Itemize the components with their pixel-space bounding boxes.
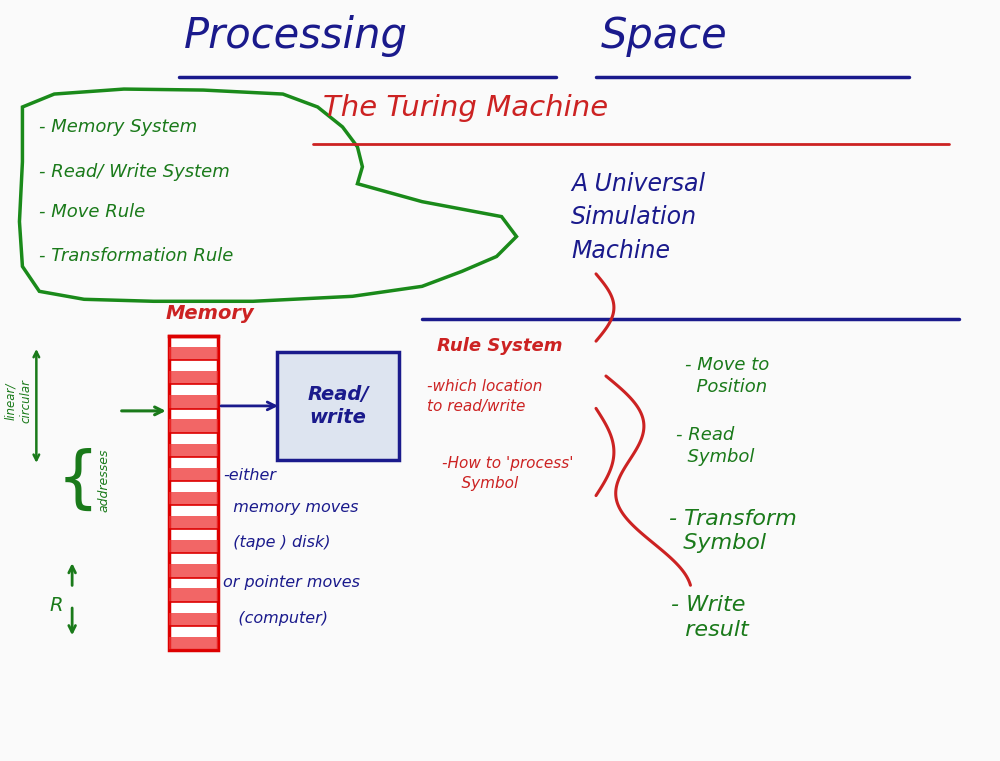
Bar: [169, 419, 218, 433]
Text: Rule System: Rule System: [437, 337, 562, 355]
Text: or pointer moves: or pointer moves: [223, 575, 360, 590]
Text: A Universal
Simulation
Machine: A Universal Simulation Machine: [571, 172, 705, 263]
Bar: [169, 395, 218, 409]
Text: - Read/ Write System: - Read/ Write System: [39, 163, 230, 181]
Text: (computer): (computer): [223, 610, 328, 626]
Bar: [169, 516, 218, 530]
Text: linear/
circular: linear/ circular: [4, 379, 32, 423]
Text: - Transform
  Symbol: - Transform Symbol: [669, 508, 796, 553]
Text: - Read
  Symbol: - Read Symbol: [676, 426, 754, 466]
Bar: [169, 565, 218, 578]
Text: Memory: Memory: [166, 304, 254, 323]
Text: -either: -either: [223, 468, 276, 483]
Bar: [169, 637, 218, 650]
Bar: [169, 347, 218, 360]
Text: - Move Rule: - Move Rule: [39, 202, 146, 221]
Text: memory moves: memory moves: [223, 500, 359, 515]
Bar: [169, 588, 218, 602]
Text: - Memory System: - Memory System: [39, 118, 197, 136]
Text: Read/
write: Read/ write: [307, 385, 369, 427]
Text: $\{$: $\{$: [56, 447, 92, 514]
FancyBboxPatch shape: [277, 352, 399, 460]
Bar: [169, 371, 218, 384]
Bar: [169, 492, 218, 505]
Text: Space: Space: [601, 15, 728, 57]
Text: - Write
  result: - Write result: [671, 595, 748, 640]
FancyBboxPatch shape: [169, 336, 218, 650]
Text: - Move to
  Position: - Move to Position: [685, 356, 770, 396]
Bar: [169, 468, 218, 481]
Text: - Transformation Rule: - Transformation Rule: [39, 247, 234, 266]
Text: -which location
to read/write: -which location to read/write: [427, 379, 542, 414]
Bar: [169, 444, 218, 457]
Text: -How to 'process'
    Symbol: -How to 'process' Symbol: [442, 456, 573, 491]
Text: The Turing Machine: The Turing Machine: [323, 94, 608, 122]
Text: Processing: Processing: [183, 15, 407, 57]
Bar: [169, 540, 218, 553]
Text: (tape ) disk): (tape ) disk): [223, 535, 331, 550]
Text: R: R: [49, 596, 63, 615]
Bar: [169, 613, 218, 626]
Text: addresses: addresses: [97, 449, 110, 512]
